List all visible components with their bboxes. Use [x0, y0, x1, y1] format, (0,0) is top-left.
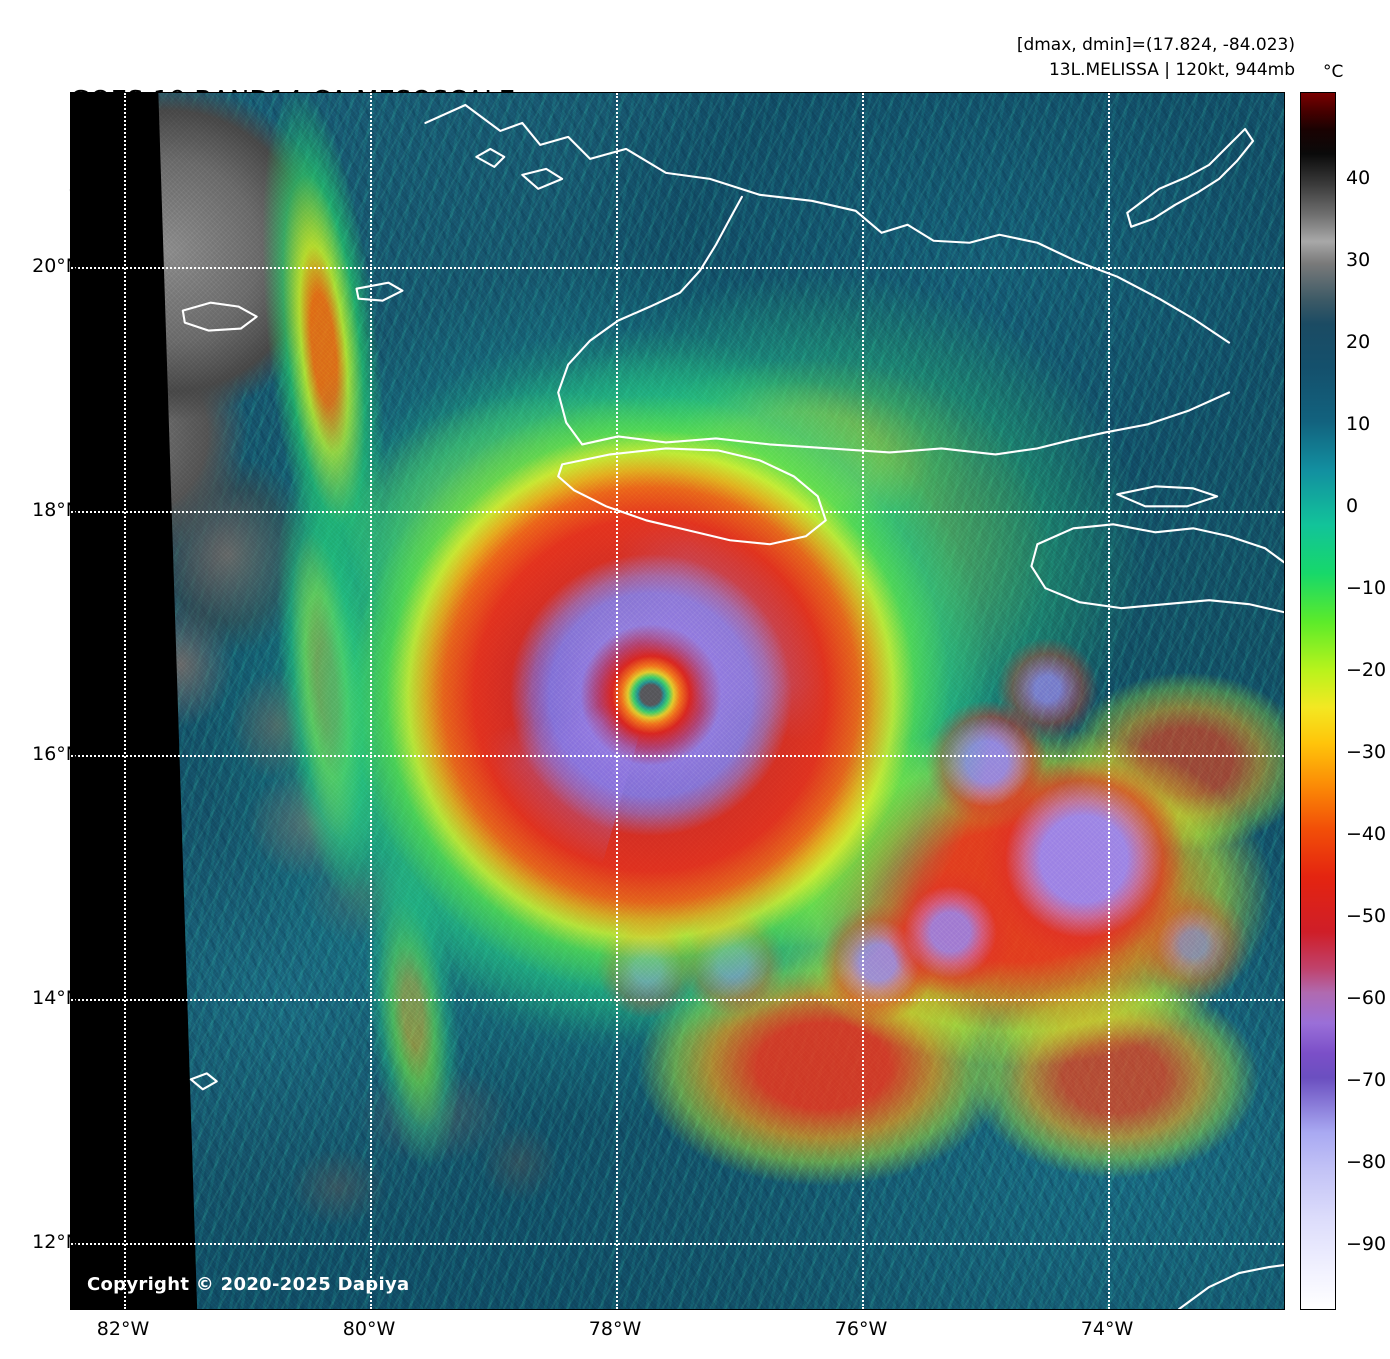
coastline-cuba-west — [558, 197, 742, 445]
cbar-tick-m80: −80 — [1346, 1151, 1387, 1173]
gridline-lon-76W — [862, 93, 864, 1309]
cbar-tick-10: 10 — [1346, 413, 1371, 435]
data-range-text: [dmax, dmin]=(17.824, -84.023) — [1016, 35, 1295, 55]
gridline-lon-82W — [124, 93, 126, 1309]
cbar-tick-0: 0 — [1346, 495, 1359, 517]
satellite-swath — [158, 93, 1284, 1309]
gridline-lat-14N — [71, 999, 1284, 1001]
coastline-small-island-sw — [191, 1073, 217, 1089]
lat-tick-12N: 12°N — [32, 1231, 80, 1253]
lat-tick-14N: 14°N — [32, 987, 80, 1009]
coastline-tortue — [1117, 486, 1217, 506]
cbar-tick-m60: −60 — [1346, 987, 1387, 1009]
gridline-lat-12N — [71, 1243, 1284, 1245]
cbar-tick-m20: −20 — [1346, 659, 1387, 681]
temperature-colorbar — [1300, 92, 1336, 1310]
metadata-block: [dmax, dmin]=(17.824, -84.023) 13L.MELIS… — [1017, 33, 1295, 82]
lon-tick-78W: 78°W — [588, 1318, 642, 1340]
cbar-tick-m90: −90 — [1346, 1233, 1387, 1255]
cbar-tick-m50: −50 — [1346, 905, 1387, 927]
coastline-grand-cayman — [183, 303, 257, 331]
gridline-lon-74W — [1108, 93, 1110, 1309]
lon-tick-74W: 74°W — [1080, 1318, 1134, 1340]
coastline-overlay — [71, 93, 1284, 1309]
coastline-cuba-south — [582, 393, 1229, 455]
gridline-lon-80W — [370, 93, 372, 1309]
cbar-tick-m40: −40 — [1346, 823, 1387, 845]
lat-tick-18N: 18°N — [32, 499, 80, 521]
coastline-cuba — [425, 105, 1229, 343]
eyewall-and-eye — [158, 93, 1284, 1309]
gridline-lat-16N — [71, 755, 1284, 757]
coastline-key-a — [476, 149, 504, 167]
lat-tick-16N: 16°N — [32, 743, 80, 765]
graticule-overlay — [71, 93, 1284, 1309]
coastline-central-america — [1179, 1265, 1284, 1309]
lon-tick-80W: 80°W — [342, 1318, 396, 1340]
cbar-tick-30: 30 — [1346, 249, 1371, 271]
satellite-image-plot: Copyright © 2020-2025 Dapiya — [70, 92, 1285, 1310]
gridline-lon-78W — [616, 93, 618, 1309]
lon-tick-82W: 82°W — [96, 1318, 150, 1340]
lat-tick-20N: 20°N — [32, 255, 80, 277]
storm-info-text: 13L.MELISSA | 120kt, 944mb — [1048, 59, 1295, 80]
cbar-tick-m10: −10 — [1346, 577, 1387, 599]
gridline-lat-20N — [71, 267, 1284, 269]
inner-spiral-bands — [158, 93, 1284, 1309]
copyright-notice: Copyright © 2020-2025 Dapiya — [87, 1274, 410, 1295]
cbar-tick-40: 40 — [1346, 167, 1371, 189]
coastline-hispaniola-south — [1031, 544, 1284, 612]
gridline-lat-18N — [71, 511, 1284, 513]
cbar-tick-m30: −30 — [1346, 741, 1387, 763]
coastline-cayman-brac — [357, 283, 403, 301]
coastline-great-inagua — [1127, 129, 1253, 227]
cbar-tick-20: 20 — [1346, 331, 1371, 353]
cbar-tick-m70: −70 — [1346, 1069, 1387, 1091]
plot-clip: Copyright © 2020-2025 Dapiya — [71, 93, 1284, 1309]
colorbar-unit-label: °C — [1323, 62, 1344, 82]
lon-tick-76W: 76°W — [834, 1318, 888, 1340]
coastline-hispaniola — [1037, 524, 1284, 562]
coastline-jamaica — [558, 448, 826, 544]
pixel-noise-layer — [158, 93, 1284, 1309]
coastline-key-b — [522, 169, 562, 189]
